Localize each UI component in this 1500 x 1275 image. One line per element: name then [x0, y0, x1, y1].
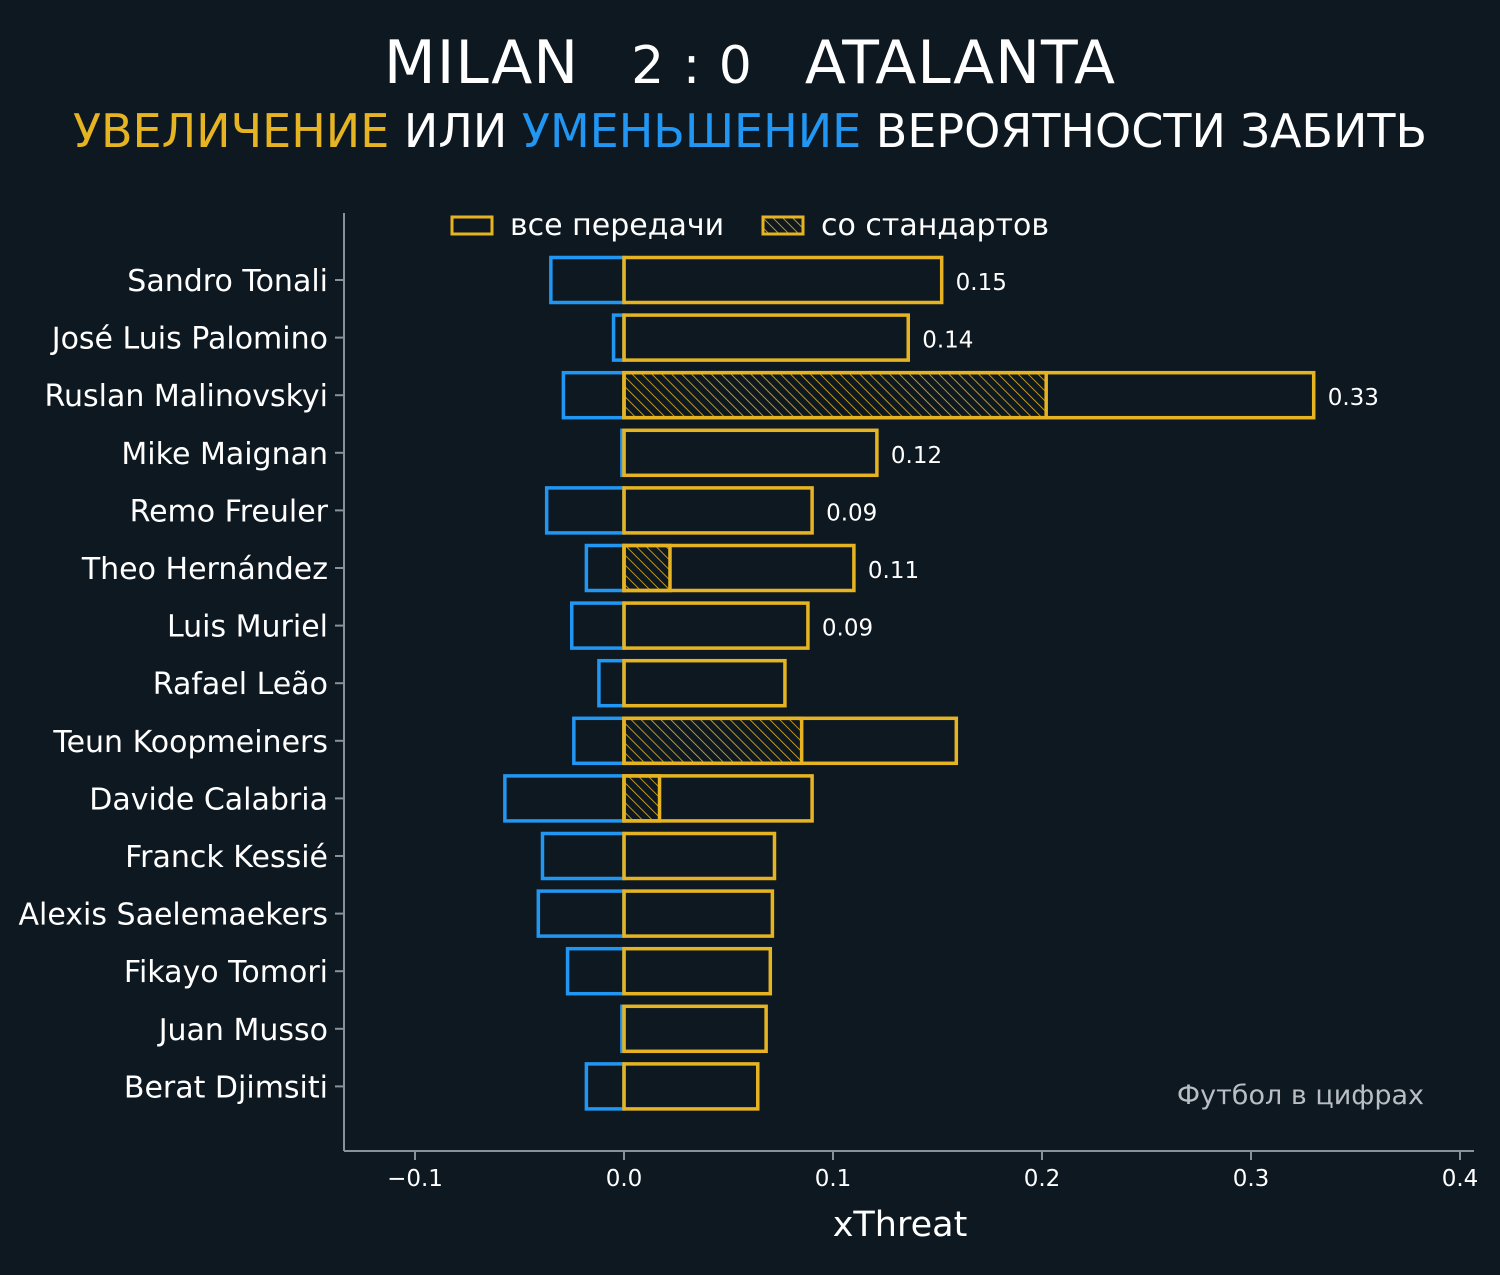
bar-positive	[622, 831, 777, 881]
y-tick-label: Remo Freuler	[130, 494, 329, 529]
bar-negative	[584, 1062, 626, 1111]
y-tick-label: Ruslan Malinovskyi	[45, 379, 329, 414]
match-score: 2 : 0	[631, 36, 753, 96]
bar-negative	[570, 601, 626, 650]
legend-swatch	[761, 215, 805, 236]
match-title: MILAN 2 : 0 ATALANTA	[0, 28, 1500, 98]
bar-negative	[572, 716, 626, 766]
x-tick-label: 0.4	[1442, 1166, 1479, 1192]
legend-label: все передачи	[510, 208, 724, 243]
y-tick-label: Fikayo Tomori	[124, 955, 328, 990]
subtitle-decrease: УМЕНЬШЕНИЕ	[521, 104, 862, 158]
bar-set-piece	[622, 774, 662, 823]
away-team: ATALANTA	[804, 28, 1117, 98]
bar-negative	[584, 543, 626, 593]
bar-positive	[622, 1004, 768, 1054]
bar-positive	[622, 889, 775, 938]
y-tick-label: Alexis Saelemaekers	[18, 898, 328, 933]
bar-negative	[544, 486, 626, 535]
bar-set-piece	[622, 543, 672, 593]
bar-negative	[565, 946, 626, 996]
y-tick-label: Sandro Tonali	[127, 264, 328, 299]
bar-negative	[561, 370, 626, 420]
data-label: 0.09	[826, 500, 877, 526]
bar-positive	[622, 601, 810, 650]
x-tick-label: 0.2	[1024, 1166, 1061, 1192]
legend-swatch	[450, 215, 494, 236]
data-label: 0.15	[956, 270, 1007, 296]
y-tick-label: Rafael Leão	[153, 667, 328, 702]
bar-set-piece	[622, 716, 804, 766]
subtitle-rest: ВЕРОЯТНОСТИ ЗАБИТЬ	[861, 104, 1428, 158]
x-axis-label: xThreat	[833, 1205, 968, 1245]
y-tick-label: Luis Muriel	[167, 610, 328, 645]
bar-negative	[536, 889, 626, 938]
chart-subtitle: УВЕЛИЧЕНИЕ ИЛИ УМЕНЬШЕНИЕ ВЕРОЯТНОСТИ ЗА…	[0, 104, 1500, 158]
bar-positive	[622, 486, 814, 535]
bar-negative	[597, 658, 626, 708]
home-team: MILAN	[383, 28, 580, 98]
bar-set-piece	[622, 370, 1048, 420]
y-tick-label: Berat Djimsiti	[124, 1070, 328, 1105]
subtitle-increase: УВЕЛИЧЕНИЕ	[72, 104, 390, 158]
bar-negative	[503, 774, 626, 823]
bar-negative	[540, 831, 626, 881]
y-tick-label: Mike Maignan	[121, 437, 328, 472]
y-tick-label: José Luis Palomino	[50, 322, 328, 357]
data-label: 0.12	[891, 443, 942, 469]
bar-positive	[622, 370, 1316, 420]
x-tick-label: 0.1	[815, 1166, 852, 1192]
data-label: 0.14	[922, 328, 973, 354]
data-label: 0.33	[1328, 385, 1379, 411]
bar-positive	[622, 543, 856, 593]
y-tick-label: Davide Calabria	[89, 782, 328, 817]
y-tick-label: Teun Koopmeiners	[52, 725, 328, 760]
bar-negative	[549, 255, 626, 305]
y-tick-label: Juan Musso	[157, 1013, 328, 1048]
subtitle-or: ИЛИ	[389, 104, 522, 158]
bar-positive	[622, 946, 773, 996]
bar-positive	[622, 716, 959, 766]
bar-positive	[622, 313, 910, 362]
bar-positive	[622, 774, 814, 823]
watermark: Футбол в цифрах	[1176, 1080, 1424, 1111]
bar-positive	[622, 658, 787, 708]
x-tick-label: −0.1	[387, 1166, 443, 1192]
y-tick-label: Franck Kessié	[125, 840, 328, 875]
x-tick-label: 0.3	[1233, 1166, 1270, 1192]
legend-label: со стандартов	[821, 208, 1049, 243]
data-label: 0.09	[822, 616, 873, 642]
y-tick-label: Theo Hernández	[81, 552, 328, 587]
x-tick-label: 0.0	[606, 1166, 643, 1192]
bar-positive	[622, 1062, 760, 1111]
data-label: 0.11	[868, 558, 919, 584]
bar-positive	[622, 255, 944, 305]
bar-positive	[622, 428, 879, 478]
